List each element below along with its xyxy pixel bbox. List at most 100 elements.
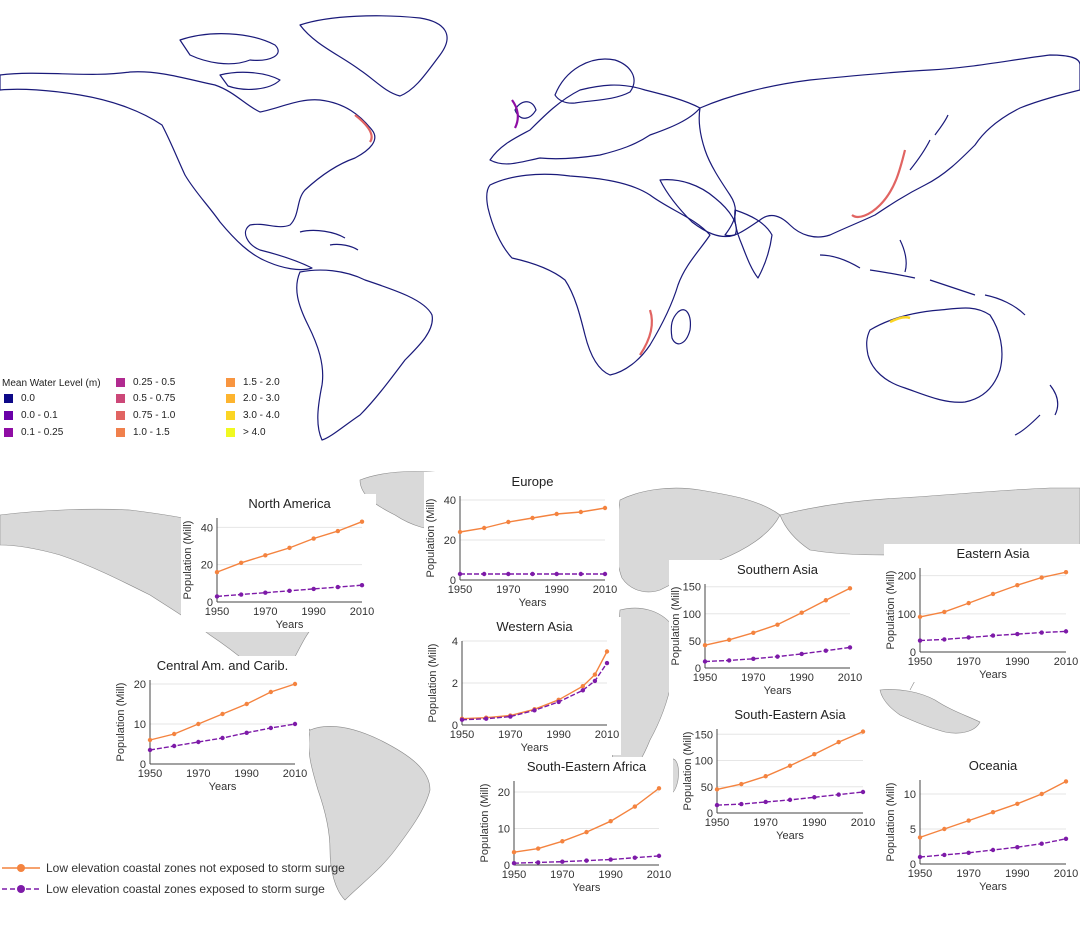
data-point bbox=[459, 717, 465, 722]
y-axis-label: Population (Mill) bbox=[670, 587, 682, 666]
data-point bbox=[147, 747, 153, 753]
data-point bbox=[578, 509, 584, 515]
x-tick-label: 1950 bbox=[908, 868, 932, 880]
data-point bbox=[359, 519, 365, 524]
data-point bbox=[860, 789, 866, 795]
data-point bbox=[966, 635, 971, 640]
chart-title: North America bbox=[248, 496, 331, 511]
legend-item: 0.5 - 0.75 bbox=[116, 392, 175, 404]
data-point bbox=[632, 804, 638, 809]
chart-eastern-asia: Eastern Asia 0 100 200 1950 1970 1990 2010 Years… bbox=[885, 546, 1078, 681]
data-point bbox=[196, 739, 201, 745]
data-point bbox=[580, 683, 586, 689]
data-point bbox=[554, 511, 559, 517]
data-point bbox=[942, 609, 947, 615]
data-point bbox=[739, 781, 744, 787]
data-point bbox=[584, 829, 589, 835]
legend-item: 3.0 - 4.0 bbox=[226, 409, 280, 421]
series-legend-label: Low elevation coastal zones not exposed … bbox=[46, 861, 345, 875]
x-tick-label: 1950 bbox=[908, 656, 932, 668]
data-point bbox=[220, 711, 225, 717]
legend-swatch bbox=[4, 427, 13, 437]
x-tick-label: 1970 bbox=[186, 768, 210, 780]
chart-panel-north-america: North America 0 20 40 1950 1970 1990 2010 Years P… bbox=[181, 494, 376, 632]
y-tick-label: 100 bbox=[898, 609, 916, 621]
y-tick-label: 0 bbox=[207, 597, 213, 609]
legend-item: 1.0 - 1.5 bbox=[116, 426, 170, 438]
data-point bbox=[775, 622, 780, 627]
y-axis-label: Population (Mill) bbox=[885, 571, 897, 650]
x-tick-label: 1990 bbox=[789, 672, 813, 684]
data-point bbox=[1063, 570, 1069, 575]
data-point bbox=[739, 801, 744, 807]
chart-title: Europe bbox=[512, 474, 554, 489]
legend-item: 1.5 - 2.0 bbox=[226, 376, 280, 388]
x-tick-label: 1990 bbox=[598, 869, 622, 881]
data-point bbox=[751, 656, 756, 661]
data-point bbox=[335, 528, 341, 534]
chart-panel-oceania: Oceania 0 5 10 1950 1970 1990 2010 Years Populati… bbox=[884, 756, 1080, 894]
x-axis-label: Years bbox=[519, 597, 547, 609]
data-point bbox=[608, 857, 613, 862]
data-point bbox=[481, 571, 487, 577]
x-tick-label: 2010 bbox=[1054, 868, 1078, 880]
data-point bbox=[263, 590, 268, 595]
x-axis-label: Years bbox=[209, 781, 237, 793]
data-point bbox=[560, 859, 565, 864]
data-point bbox=[604, 660, 610, 666]
data-point bbox=[196, 721, 201, 727]
series-legend-label: Low elevation coastal zones exposed to s… bbox=[46, 882, 325, 896]
data-point bbox=[287, 588, 292, 593]
y-tick-label: 0 bbox=[504, 860, 510, 872]
data-point bbox=[530, 515, 535, 521]
series-line-not-exposed bbox=[513, 787, 660, 853]
south-america-grey bbox=[308, 726, 431, 901]
x-tick-label: 2010 bbox=[838, 672, 862, 684]
data-point bbox=[847, 645, 853, 650]
high-water-level-east-asia bbox=[851, 149, 907, 219]
chart-panel-europe: Europe 0 20 40 1950 1970 1990 2010 Years Populati… bbox=[424, 472, 619, 610]
x-axis-label: Years bbox=[521, 742, 549, 754]
chart-north-america: North America 0 20 40 1950 1970 1990 2010 Years P… bbox=[182, 496, 374, 631]
data-point bbox=[775, 654, 780, 659]
y-tick-label: 0 bbox=[450, 575, 456, 587]
data-point bbox=[580, 688, 586, 693]
data-point bbox=[860, 729, 866, 734]
data-point bbox=[1015, 582, 1020, 588]
data-point bbox=[508, 714, 513, 719]
chart-oceania: Oceania 0 5 10 1950 1970 1990 2010 Years Populati… bbox=[885, 758, 1078, 893]
high-water-level-mozambique bbox=[639, 309, 654, 356]
legend-item: 0.75 - 1.0 bbox=[116, 409, 175, 421]
data-point bbox=[812, 752, 817, 757]
series-legend-item-not-exposed: Low elevation coastal zones not exposed … bbox=[2, 859, 345, 877]
data-point bbox=[847, 586, 853, 591]
data-point bbox=[726, 637, 732, 643]
southeast-asia-grey bbox=[879, 689, 981, 734]
data-point bbox=[1039, 791, 1044, 797]
data-point bbox=[263, 553, 268, 558]
data-point bbox=[268, 725, 274, 731]
y-tick-label: 0 bbox=[695, 663, 701, 675]
caribbean-islands bbox=[299, 229, 359, 251]
data-point bbox=[535, 846, 541, 851]
data-point bbox=[214, 569, 220, 575]
chart-title: Western Asia bbox=[496, 619, 573, 634]
x-tick-label: 1970 bbox=[741, 672, 765, 684]
data-point bbox=[457, 529, 463, 535]
x-tick-label: 1990 bbox=[546, 729, 570, 741]
legend-item: > 4.0 bbox=[226, 426, 266, 438]
data-point bbox=[214, 594, 220, 599]
purple-dashed-marker-icon bbox=[2, 885, 40, 893]
legend-label: 0.1 - 0.25 bbox=[21, 426, 64, 438]
data-point bbox=[220, 735, 225, 741]
data-point bbox=[147, 737, 153, 743]
legend-label: 1.0 - 1.5 bbox=[133, 426, 170, 438]
x-tick-label: 1970 bbox=[956, 656, 980, 668]
legend-label: 0.75 - 1.0 bbox=[133, 409, 176, 421]
legend-swatch bbox=[226, 427, 235, 437]
y-axis-label: Population (Mill) bbox=[425, 499, 437, 578]
australia-coast bbox=[866, 307, 1003, 403]
y-tick-label: 10 bbox=[134, 719, 146, 731]
data-point bbox=[238, 592, 244, 597]
y-axis-label: Population (Mill) bbox=[115, 683, 127, 762]
